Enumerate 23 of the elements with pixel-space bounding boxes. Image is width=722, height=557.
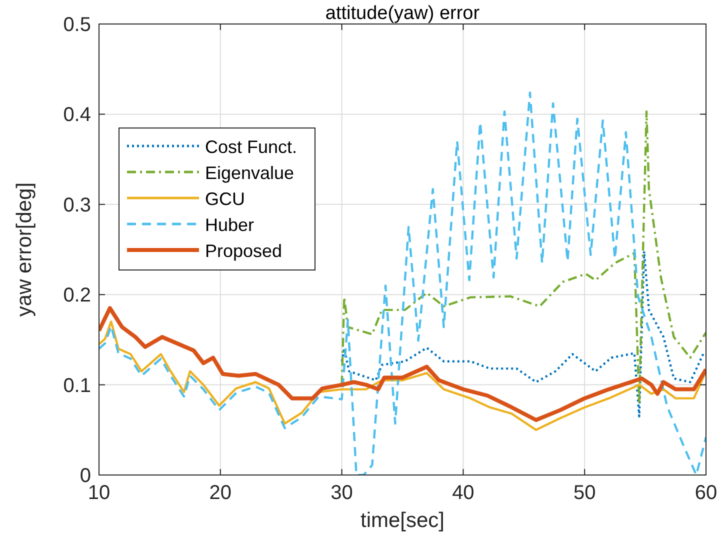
y-tick-label: 0.4	[63, 104, 91, 126]
y-axis-title: yaw error[deg]	[13, 182, 36, 317]
x-tick-label: 60	[694, 482, 718, 504]
line-series	[340, 250, 706, 418]
legend-label: Eigenvalue	[205, 163, 294, 183]
chart-title: attitude(yaw) error	[325, 3, 480, 24]
legend-label: Proposed	[205, 241, 282, 261]
x-axis-title: time[sec]	[360, 509, 445, 532]
legend-label: Huber	[205, 215, 254, 235]
legend-label: GCU	[205, 189, 245, 209]
y-tick-label: 0.1	[63, 374, 91, 397]
line-series	[340, 110, 706, 404]
x-tick-label: 30	[330, 482, 353, 504]
x-tick-label: 20	[209, 482, 232, 504]
x-tick-label: 50	[573, 482, 596, 504]
line-series	[99, 306, 706, 422]
line-series	[99, 91, 706, 475]
y-tick-label: 0.2	[63, 284, 91, 307]
line-series	[99, 320, 706, 431]
x-tick-label: 40	[452, 482, 474, 504]
y-tick-label: 0.3	[63, 194, 91, 216]
y-tick-label: 0.5	[63, 14, 91, 36]
legend-label: Cost Funct.	[205, 137, 298, 157]
